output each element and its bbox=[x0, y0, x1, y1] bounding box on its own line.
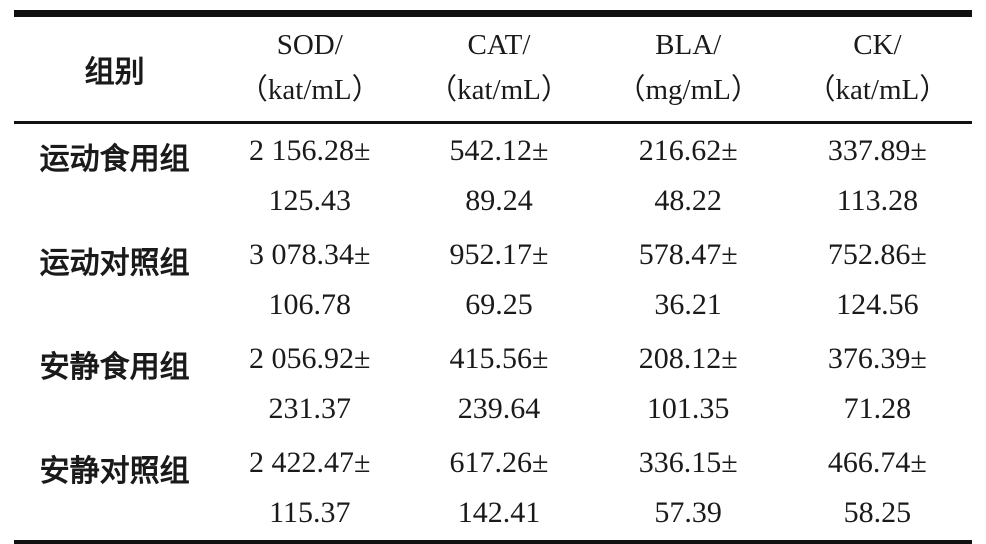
value-cell-ck: 752.86± 124.56 bbox=[783, 228, 972, 332]
column-unit: （kat/mL） bbox=[428, 74, 570, 106]
value-mean: 466.74± bbox=[827, 446, 927, 479]
column-header-ck: CK/ （kat/mL） bbox=[783, 14, 972, 123]
value-cell-bla: 208.12± 101.35 bbox=[594, 332, 783, 436]
value-mean: 415.56± bbox=[449, 342, 549, 375]
value-cell-ck: 376.39± 71.28 bbox=[783, 332, 972, 436]
value-sd: 48.22 bbox=[654, 184, 722, 217]
value-cell-sod: 2 422.47± 115.37 bbox=[215, 436, 404, 544]
value-mean: 336.15± bbox=[638, 446, 738, 479]
column-name: BLA/ bbox=[655, 29, 722, 61]
value-cell-cat: 415.56± 239.64 bbox=[404, 332, 593, 436]
value-cell-cat: 952.17± 69.25 bbox=[404, 228, 593, 332]
value-cell-bla: 216.62± 48.22 bbox=[594, 123, 783, 229]
value-cell-sod: 2 156.28± 125.43 bbox=[215, 123, 404, 229]
header-row: 组别 SOD/ （kat/mL） CAT/ （kat/mL） BLA/ （mg/… bbox=[14, 14, 972, 123]
value-cell-bla: 336.15± 57.39 bbox=[594, 436, 783, 544]
value-mean: 2 056.92± bbox=[249, 342, 371, 375]
value-sd: 239.64 bbox=[457, 392, 541, 425]
column-header-cat: CAT/ （kat/mL） bbox=[404, 14, 593, 123]
value-mean: 2 156.28± bbox=[249, 134, 371, 167]
group-name-cell: 安静食用组 bbox=[39, 351, 190, 384]
table-row: 运动食用组 2 156.28± 125.43 542.12± 89.24 216… bbox=[14, 123, 972, 229]
results-table-container: 组别 SOD/ （kat/mL） CAT/ （kat/mL） BLA/ （mg/… bbox=[14, 10, 972, 544]
value-mean: 376.39± bbox=[827, 342, 927, 375]
value-mean: 542.12± bbox=[449, 134, 549, 167]
value-sd: 113.28 bbox=[836, 184, 919, 217]
value-mean: 2 422.47± bbox=[249, 446, 371, 479]
value-sd: 58.25 bbox=[843, 496, 912, 529]
value-mean: 617.26± bbox=[449, 446, 549, 479]
table-body: 运动食用组 2 156.28± 125.43 542.12± 89.24 216… bbox=[14, 123, 972, 544]
column-unit: （kat/mL） bbox=[238, 74, 381, 106]
value-cell-bla: 578.47± 36.21 bbox=[594, 228, 783, 332]
group-name-cell: 安静对照组 bbox=[39, 455, 190, 488]
value-sd: 89.24 bbox=[465, 184, 533, 217]
value-mean: 578.47± bbox=[638, 238, 738, 271]
value-sd: 124.56 bbox=[836, 288, 919, 321]
column-unit: （mg/mL） bbox=[616, 74, 760, 106]
value-sd: 71.28 bbox=[843, 392, 912, 425]
value-mean: 216.62± bbox=[638, 134, 738, 167]
column-name: CAT/ bbox=[467, 29, 531, 61]
group-name-cell: 运动对照组 bbox=[39, 247, 190, 280]
value-mean: 952.17± bbox=[449, 238, 549, 271]
column-name: SOD/ bbox=[276, 29, 343, 61]
table-row: 安静对照组 2 422.47± 115.37 617.26± 142.41 33… bbox=[14, 436, 972, 544]
group-name-cell: 运动食用组 bbox=[39, 143, 190, 176]
value-sd: 69.25 bbox=[465, 288, 533, 321]
column-unit: （kat/mL） bbox=[806, 74, 949, 106]
value-sd: 36.21 bbox=[654, 288, 722, 321]
value-cell-sod: 3 078.34± 106.78 bbox=[215, 228, 404, 332]
column-name: CK/ bbox=[853, 29, 902, 61]
value-cell-ck: 466.74± 58.25 bbox=[783, 436, 972, 544]
table-row: 运动对照组 3 078.34± 106.78 952.17± 69.25 578… bbox=[14, 228, 972, 332]
table-row: 安静食用组 2 056.92± 231.37 415.56± 239.64 20… bbox=[14, 332, 972, 436]
value-cell-ck: 337.89± 113.28 bbox=[783, 123, 972, 229]
value-mean: 3 078.34± bbox=[249, 238, 371, 271]
value-sd: 57.39 bbox=[654, 496, 722, 529]
column-header-group: 组别 bbox=[84, 56, 145, 89]
biochemical-results-table: 组别 SOD/ （kat/mL） CAT/ （kat/mL） BLA/ （mg/… bbox=[14, 10, 972, 544]
value-mean: 208.12± bbox=[638, 342, 738, 375]
column-header-bla: BLA/ （mg/mL） bbox=[594, 14, 783, 123]
value-cell-cat: 617.26± 142.41 bbox=[404, 436, 593, 544]
value-mean: 752.86± bbox=[827, 238, 927, 271]
value-sd: 231.37 bbox=[268, 392, 352, 425]
value-sd: 125.43 bbox=[268, 184, 352, 217]
value-cell-sod: 2 056.92± 231.37 bbox=[215, 332, 404, 436]
value-sd: 142.41 bbox=[457, 496, 541, 529]
value-cell-cat: 542.12± 89.24 bbox=[404, 123, 593, 229]
value-sd: 106.78 bbox=[268, 288, 352, 321]
table-header: 组别 SOD/ （kat/mL） CAT/ （kat/mL） BLA/ （mg/… bbox=[14, 14, 972, 123]
value-sd: 115.37 bbox=[269, 496, 351, 529]
column-header-sod: SOD/ （kat/mL） bbox=[215, 14, 404, 123]
value-sd: 101.35 bbox=[646, 392, 730, 425]
value-mean: 337.89± bbox=[827, 134, 927, 167]
